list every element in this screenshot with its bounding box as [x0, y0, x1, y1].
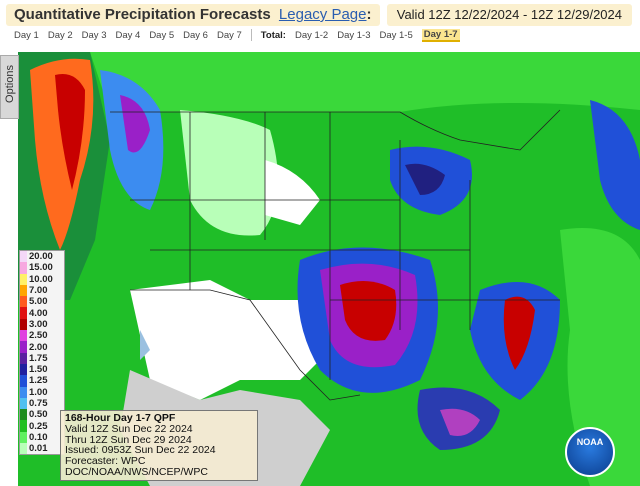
- legend-row: 3.00: [20, 318, 64, 331]
- legend-row: 0.25: [20, 420, 64, 432]
- legend-swatch: [20, 318, 27, 331]
- legend-row: 0.50: [20, 409, 64, 421]
- legend-row: 0.75: [20, 397, 64, 410]
- legend-label: 3.00: [29, 318, 48, 330]
- valid-period: Valid 12Z 12/22/2024 - 12Z 12/29/2024: [386, 4, 632, 26]
- title-bar: Quantitative Precipitation Forecasts Leg…: [6, 4, 380, 26]
- info-line: Issued: 0953Z Sun Dec 22 2024: [65, 444, 216, 457]
- legend-label: 0.25: [29, 420, 48, 432]
- legend-label: 15.00: [29, 262, 53, 274]
- legend-label: 1.75: [29, 352, 48, 364]
- legend-swatch: [20, 352, 27, 364]
- legend-label: 2.00: [29, 341, 48, 353]
- legend-swatch: [20, 431, 27, 444]
- divider: [250, 29, 252, 41]
- legend-label: 0.01: [29, 443, 48, 455]
- day-tab[interactable]: Day 7: [216, 29, 242, 41]
- legend-row: 2.00: [20, 341, 64, 353]
- legend-label: 10.00: [29, 273, 53, 285]
- day-tab[interactable]: Day 2: [47, 29, 73, 41]
- day-tab[interactable]: Day 6: [183, 29, 208, 41]
- legend-swatch: [20, 330, 27, 342]
- info-box: 168-Hour Day 1-7 QPF Valid 12Z Sun Dec 22…: [60, 410, 258, 481]
- legend-row: 1.25: [20, 375, 64, 387]
- legend-swatch: [20, 409, 27, 421]
- legend-row: 1.50: [20, 363, 64, 376]
- legend-label: 0.50: [29, 409, 48, 421]
- legend-label: 4.00: [29, 307, 48, 319]
- legend-row: 1.75: [20, 352, 64, 364]
- total-tab[interactable]: Day 1-2: [294, 29, 329, 41]
- noaa-logo: NOAA: [565, 427, 615, 477]
- legend-swatch: [20, 262, 27, 274]
- separator: :: [366, 6, 372, 23]
- legend-swatch: [20, 420, 27, 432]
- legend-label: 0.10: [29, 431, 48, 443]
- legend-label: 1.25: [29, 375, 48, 387]
- day-tab[interactable]: Day 1: [14, 29, 39, 41]
- legend-row: 4.00: [20, 307, 64, 319]
- info-line: Thru 12Z Sun Dec 29 2024: [65, 433, 192, 446]
- legend-swatch: [20, 341, 27, 353]
- info-line: Forecaster: WPC: [65, 455, 146, 468]
- page-title: Quantitative Precipitation Forecasts: [14, 6, 271, 23]
- legend-label: 20.00: [29, 251, 53, 263]
- legend-swatch: [20, 397, 27, 410]
- legend-label: 1.50: [29, 364, 48, 376]
- total-label: Total:: [260, 29, 286, 41]
- legend-row: 0.10: [20, 431, 64, 444]
- legend-label: 1.00: [29, 386, 48, 398]
- total-tab[interactable]: Day 1-7: [421, 28, 460, 42]
- total-tab[interactable]: Day 1-5: [379, 29, 413, 41]
- legend-row: 15.00: [20, 262, 64, 274]
- legend-label: 7.00: [29, 285, 48, 297]
- info-line: Valid 12Z Sun Dec 22 2024: [65, 422, 193, 435]
- info-line: DOC/NOAA/NWS/NCEP/WPC: [65, 465, 208, 478]
- legend-row: 2.50: [20, 330, 64, 342]
- legend-swatch: [20, 307, 27, 319]
- legend-swatch: [20, 273, 27, 285]
- legend-row: 1.00: [20, 386, 64, 398]
- total-tab[interactable]: Day 1-3: [337, 29, 371, 41]
- day-tab[interactable]: Day 3: [81, 29, 107, 41]
- legend-label: 0.75: [29, 398, 48, 409]
- logo-text: NOAA: [576, 437, 604, 447]
- legend: 20.00 15.00 10.00 7.00 5.00 4.00 3.00 2.50 2.00 1…: [19, 250, 65, 456]
- legend-swatch: [20, 284, 27, 297]
- info-line: 168-Hour Day 1-7 QPF: [65, 412, 176, 424]
- options-tab[interactable]: Options: [0, 55, 19, 119]
- tab-bar: Day 1 Day 2 Day 3 Day 4 Day 5 Day 6 Day 7 Total…: [14, 28, 460, 42]
- legend-row: 20.00: [20, 251, 64, 263]
- legend-swatch: [20, 443, 27, 455]
- legend-swatch: [20, 386, 27, 398]
- day-tab[interactable]: Day 5: [149, 29, 175, 41]
- legacy-link[interactable]: Legacy Page: [278, 6, 367, 23]
- legend-row: 0.01: [20, 443, 64, 455]
- legend-label: 5.00: [29, 296, 48, 308]
- options-label: Options: [4, 65, 16, 103]
- legend-row: 7.00: [20, 284, 64, 297]
- legend-swatch: [20, 251, 27, 263]
- legend-row: 5.00: [20, 296, 64, 308]
- legend-label: 2.50: [29, 330, 48, 342]
- header: Quantitative Precipitation Forecasts Leg…: [0, 0, 640, 52]
- day-tab[interactable]: Day 4: [115, 29, 141, 41]
- legend-swatch: [20, 375, 27, 387]
- legend-swatch: [20, 363, 27, 376]
- legend-swatch: [20, 296, 27, 308]
- legend-row: 10.00: [20, 273, 64, 285]
